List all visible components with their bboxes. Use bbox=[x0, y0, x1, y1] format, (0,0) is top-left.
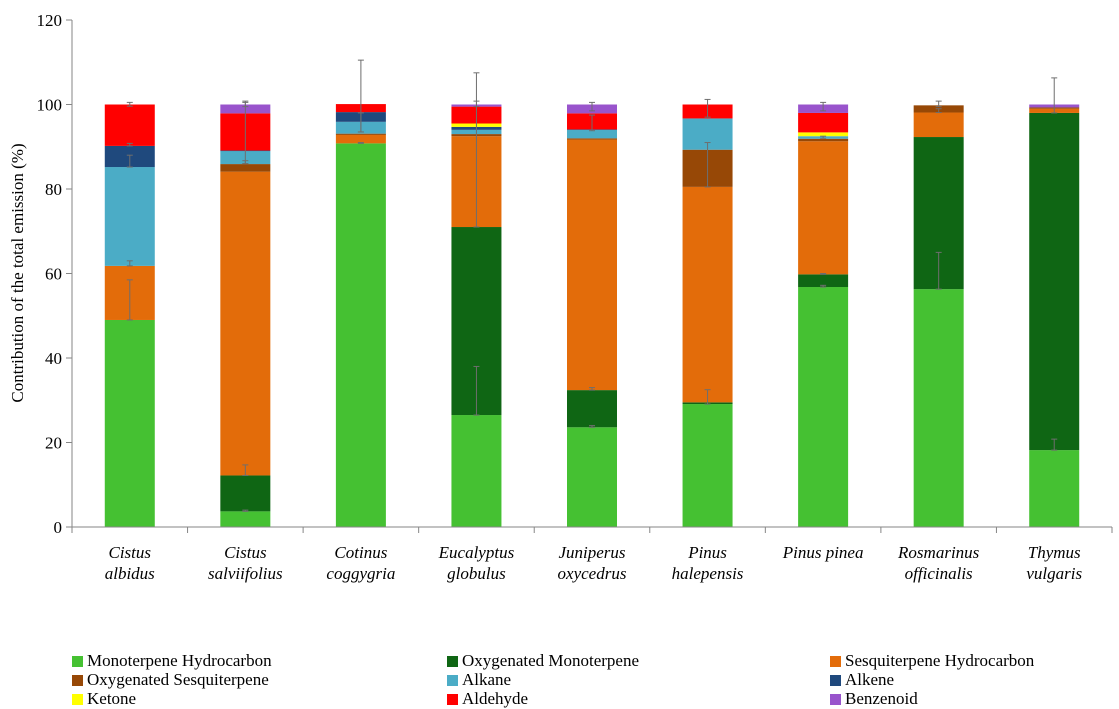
y-tick-label: 120 bbox=[37, 11, 63, 30]
y-tick-label: 60 bbox=[45, 265, 62, 284]
category-label-line: officinalis bbox=[905, 564, 973, 583]
legend-label: Oxygenated Monoterpene bbox=[462, 651, 640, 670]
bar-segment bbox=[1029, 112, 1080, 451]
category-label: Pinus pinea bbox=[782, 543, 864, 562]
y-tick-label: 0 bbox=[54, 518, 63, 537]
category-label-line: Rosmarinus bbox=[897, 543, 980, 562]
y-tick-label: 40 bbox=[45, 349, 62, 368]
category-label-line: Pinus pinea bbox=[782, 543, 864, 562]
legend-swatch bbox=[447, 674, 458, 686]
legend-label: Aldehyde bbox=[462, 689, 529, 708]
legend-swatch bbox=[830, 693, 841, 705]
legend-label: Ketone bbox=[87, 689, 137, 708]
axes bbox=[71, 20, 1113, 533]
category-label-line: Cotinus bbox=[334, 543, 387, 562]
bar-segment bbox=[335, 143, 386, 527]
y-tick-label: 100 bbox=[37, 96, 63, 115]
legend-label: Oxygenated Sesquiterpene bbox=[87, 670, 269, 689]
legend-item: Alkene bbox=[830, 670, 895, 689]
bar-segment bbox=[798, 138, 849, 142]
error-bars bbox=[126, 59, 1058, 512]
category-label: Cistus salviifolius bbox=[208, 543, 283, 583]
legend-swatch bbox=[447, 693, 458, 705]
legend-swatch bbox=[447, 655, 458, 667]
bar-segment bbox=[1029, 450, 1080, 527]
legend-swatch bbox=[830, 674, 841, 686]
bar-segment bbox=[567, 390, 617, 428]
y-axis-title: Contribution of the total emission (%) bbox=[8, 143, 27, 402]
legend-label: Alkane bbox=[462, 670, 512, 689]
bar-segment bbox=[567, 138, 617, 140]
legend-swatch bbox=[72, 693, 83, 705]
legend-item: Aldehyde bbox=[447, 689, 529, 708]
category-label-line: salviifolius bbox=[208, 564, 283, 583]
legend-label: Alkene bbox=[845, 670, 895, 689]
legend-label: Monoterpene Hydrocarbon bbox=[87, 651, 272, 670]
category-labels: Cistus albidus Cistus salviifolius Cotinus co… bbox=[105, 543, 1083, 583]
stacked-bar-chart: 0 20 40 60 80 100 120 Cistus albidus Cistus salvi… bbox=[8, 11, 1113, 583]
category-label-line: Cistus bbox=[109, 543, 152, 562]
bar-segment bbox=[220, 164, 271, 172]
legend-item: Benzenoid bbox=[830, 689, 918, 708]
bar-segment bbox=[220, 171, 271, 476]
bar-segment bbox=[682, 404, 733, 527]
bar-segment bbox=[220, 475, 271, 512]
legend-item: Alkane bbox=[447, 670, 512, 689]
bar-segment bbox=[798, 141, 849, 275]
bar-segment bbox=[682, 186, 733, 403]
legend-item: Monoterpene Hydrocarbon bbox=[72, 651, 272, 670]
y-tick-label: 20 bbox=[45, 434, 62, 453]
bar-segment bbox=[451, 415, 502, 527]
category-label-line: oxycedrus bbox=[558, 564, 627, 583]
bar-segment bbox=[335, 134, 386, 144]
legend-swatch bbox=[72, 655, 83, 667]
legend-swatch bbox=[830, 655, 841, 667]
legend-label: Sesquiterpene Hydrocarbon bbox=[845, 651, 1035, 670]
category-label-line: Thymus bbox=[1028, 543, 1081, 562]
bar-segment bbox=[220, 511, 271, 527]
category-label: Cotinus coggygria bbox=[326, 543, 395, 583]
bar-segment bbox=[567, 139, 617, 391]
bar-segment bbox=[798, 287, 849, 527]
category-label-line: globulus bbox=[447, 564, 506, 583]
category-label-line: vulgaris bbox=[1026, 564, 1082, 583]
category-label: Rosmarinus officinalis bbox=[897, 543, 980, 583]
bar-segment bbox=[798, 274, 849, 288]
category-label: Juniperus oxycedrus bbox=[558, 543, 627, 583]
bar-segment bbox=[798, 132, 849, 137]
bar-segment bbox=[104, 319, 155, 527]
y-axis-ticks: 0 20 40 60 80 100 120 bbox=[37, 11, 72, 537]
category-label-line: Cistus bbox=[224, 543, 267, 562]
category-label-line: halepensis bbox=[672, 564, 744, 583]
legend-item: Oxygenated Monoterpene bbox=[447, 651, 640, 670]
category-label-line: Pinus bbox=[687, 543, 727, 562]
category-label: Cistus albidus bbox=[105, 543, 155, 583]
category-label-line: Juniperus bbox=[558, 543, 625, 562]
category-label: Eucalyptus globulus bbox=[438, 543, 515, 583]
category-label: Pinus halepensis bbox=[672, 543, 744, 583]
bar-segment bbox=[913, 289, 964, 527]
legend-item: Sesquiterpene Hydrocarbon bbox=[830, 651, 1035, 670]
bar-segment bbox=[567, 129, 617, 139]
bar-segment bbox=[335, 133, 386, 135]
legend-swatch bbox=[72, 674, 83, 686]
category-label-line: albidus bbox=[105, 564, 155, 583]
bar-segment bbox=[567, 427, 617, 527]
bar-segment bbox=[913, 112, 964, 138]
legend-label: Benzenoid bbox=[845, 689, 918, 708]
bar-stacks bbox=[104, 104, 1080, 527]
category-label: Thymus vulgaris bbox=[1026, 543, 1082, 583]
bar-segment bbox=[104, 104, 155, 146]
legend-item: Ketone bbox=[72, 689, 137, 708]
category-label-line: Eucalyptus bbox=[438, 543, 515, 562]
category-label-line: coggygria bbox=[326, 564, 395, 583]
legend-item: Oxygenated Sesquiterpene bbox=[72, 670, 269, 689]
bar-segment bbox=[104, 167, 155, 266]
y-tick-label: 80 bbox=[45, 180, 62, 199]
bar-segment bbox=[798, 112, 849, 133]
